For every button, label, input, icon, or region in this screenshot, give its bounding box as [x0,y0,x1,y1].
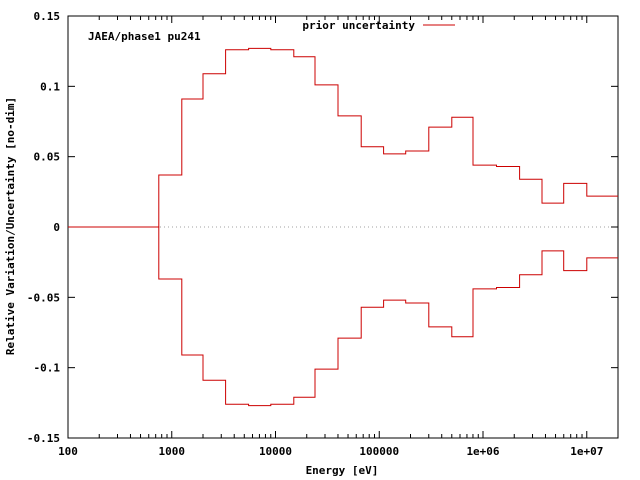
plot-annotation: JAEA/phase1 pu241 [88,30,201,43]
y-tick-label: 0.15 [34,10,61,23]
y-tick-label: -0.05 [27,291,60,304]
y-tick-label: -0.15 [27,432,60,445]
x-tick-label: 100000 [359,445,399,458]
x-tick-label: 1000 [159,445,186,458]
y-tick-label: 0.1 [40,80,60,93]
x-tick-label: 1e+06 [466,445,499,458]
legend-label: prior uncertainty [302,19,415,32]
y-axis-label: Relative Variation/Uncertainty [no-dim] [4,97,17,355]
series-area [68,47,618,407]
y-tick-label: -0.1 [34,362,61,375]
series-upper-line [68,47,618,228]
x-tick-label: 1e+07 [570,445,603,458]
x-axis-label: Energy [eV] [306,464,379,477]
y-tick-label: 0 [53,221,60,234]
y-tick-label: 0.05 [34,151,61,164]
series-lower-line [68,226,618,407]
x-tick-label: 10000 [259,445,292,458]
x-tick-label: 100 [58,445,78,458]
legend: prior uncertainty [302,19,455,32]
